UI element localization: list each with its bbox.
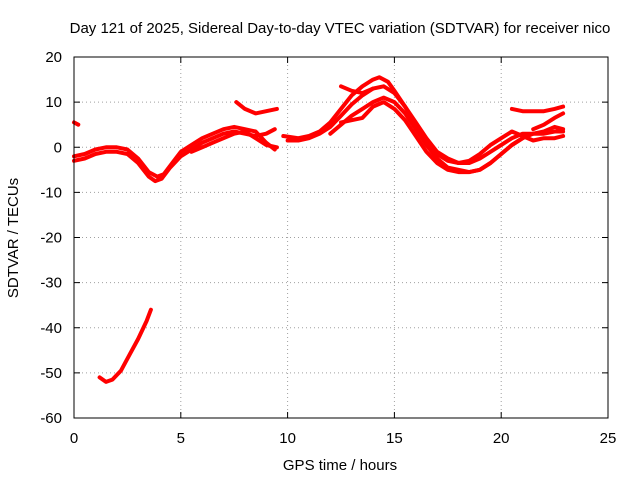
data-series-group bbox=[72, 75, 566, 384]
y-tick-label: -10 bbox=[40, 184, 62, 201]
series-arc-9 bbox=[339, 100, 566, 175]
grid-lines bbox=[74, 57, 608, 418]
y-axis-label: SDTVAR / TECUs bbox=[5, 178, 22, 298]
series-arc-4 bbox=[234, 100, 279, 116]
series-arc-7 bbox=[285, 84, 566, 165]
series-arc-11 bbox=[509, 104, 566, 114]
series-arc-5 bbox=[72, 120, 81, 127]
series-arc-12 bbox=[531, 111, 566, 132]
series-arc-1 bbox=[72, 127, 277, 184]
x-tick-label: 0 bbox=[70, 430, 78, 447]
chart-title: Day 121 of 2025, Sidereal Day-to-day VTE… bbox=[70, 20, 611, 37]
x-tick-label: 20 bbox=[493, 430, 510, 447]
y-tick-label: -30 bbox=[40, 275, 62, 292]
y-tick-label: -20 bbox=[40, 230, 62, 247]
series-arc-3 bbox=[189, 129, 279, 154]
y-tick-label: 10 bbox=[45, 94, 62, 111]
x-tick-label: 10 bbox=[279, 430, 296, 447]
x-axis-label: GPS time / hours bbox=[283, 457, 397, 474]
y-tick-label: -40 bbox=[40, 320, 62, 337]
y-tick-label: 0 bbox=[54, 139, 62, 156]
series-arc-2 bbox=[72, 124, 277, 179]
y-tick-label: -50 bbox=[40, 365, 62, 382]
y-tick-label: 20 bbox=[45, 49, 62, 66]
series-arc-13 bbox=[97, 307, 153, 384]
y-tick-label: -60 bbox=[40, 410, 62, 427]
x-tick-label: 5 bbox=[177, 430, 185, 447]
axis-ticks: 0 5 10 15 20 25 -60 -50 -40 -30 -20 -10 0 10 20 bbox=[40, 49, 616, 447]
x-tick-label: 25 bbox=[600, 430, 617, 447]
series-arc-10 bbox=[339, 84, 375, 96]
x-tick-label: 15 bbox=[386, 430, 403, 447]
